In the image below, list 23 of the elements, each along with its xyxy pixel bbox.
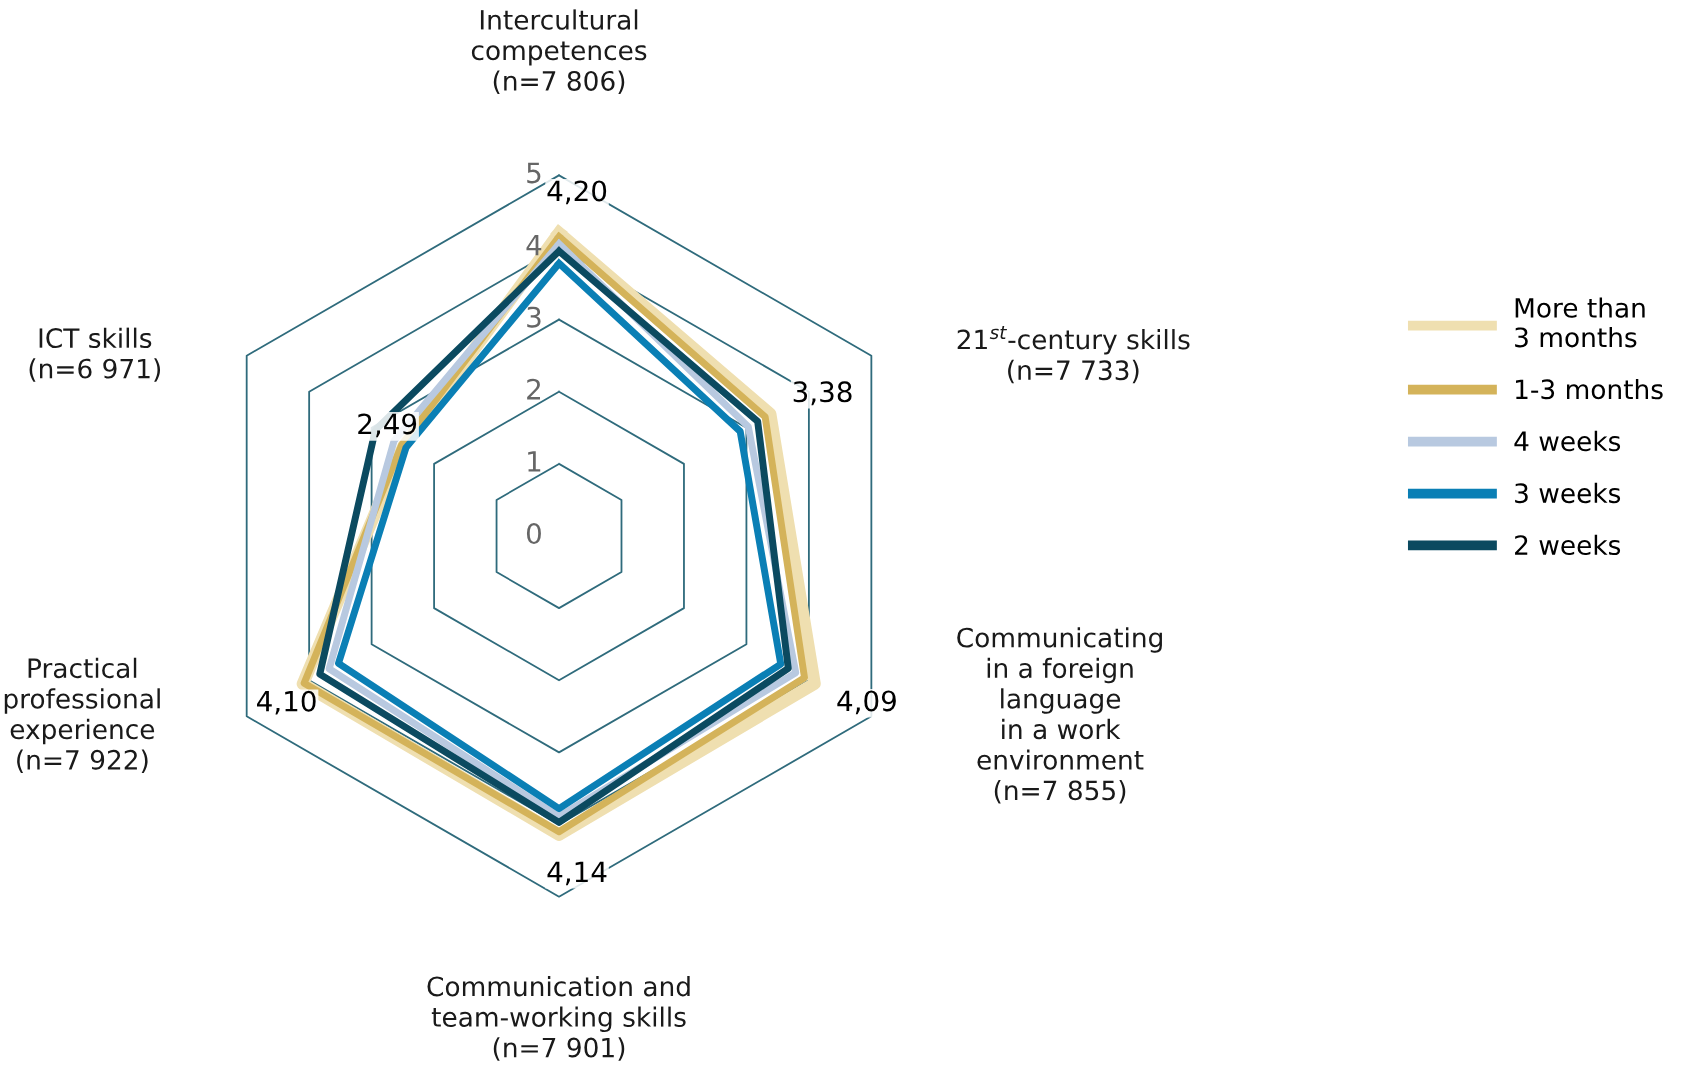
spoke-label: Practical professional experience (n=7 922) <box>4 657 160 773</box>
legend-label: 4 weeks <box>1514 430 1621 452</box>
data-label: 3,38 <box>793 381 852 406</box>
spoke-label: ICT skills (n=6 971) <box>29 327 161 382</box>
data-label: 2,49 <box>358 413 417 438</box>
y-tick-label: 1 <box>528 451 541 472</box>
legend-label: More than 3 months <box>1515 297 1645 348</box>
y-tick-label: 2 <box>527 378 541 400</box>
spoke-label: Communicating in a foreign language in a work environment (n=7 855) <box>957 627 1162 804</box>
y-tick-label: 0 <box>526 523 541 545</box>
y-tick-label: 5 <box>527 162 541 184</box>
data-label: 4,14 <box>547 861 607 886</box>
y-tick-label: 3 <box>527 306 541 328</box>
legend-label: 1-3 months <box>1516 378 1663 400</box>
data-label: 4,20 <box>547 180 607 205</box>
data-label: 4,09 <box>837 690 896 715</box>
spoke-label: Communication and team-working skills (n=7 901) <box>427 976 690 1061</box>
spoke-label: 21$^{st}$-century skills (n=7 733) <box>957 326 1190 384</box>
legend-label: 2 weeks <box>1515 534 1621 556</box>
y-tick-label: 4 <box>526 234 542 256</box>
spoke-label: Intercultural competences (n=7 806) <box>471 9 647 94</box>
data-label: 4,10 <box>257 690 316 715</box>
legend-label: 3 weeks <box>1515 482 1621 504</box>
